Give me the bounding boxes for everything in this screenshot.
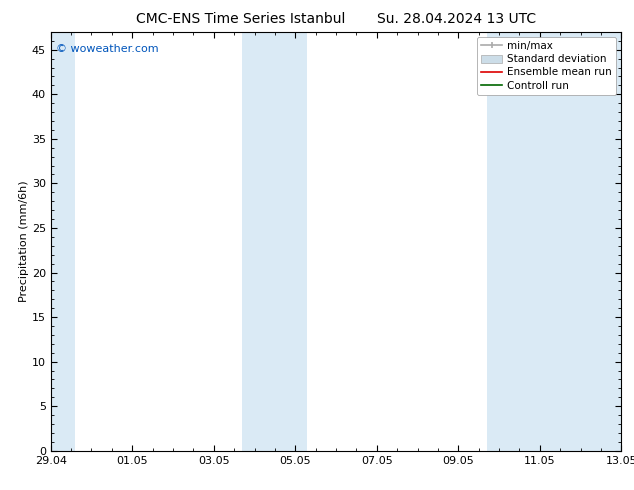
Bar xyxy=(487,32,519,451)
Bar xyxy=(47,32,75,451)
Text: © woweather.com: © woweather.com xyxy=(56,45,159,54)
Text: CMC-ENS Time Series Istanbul: CMC-ENS Time Series Istanbul xyxy=(136,12,346,26)
Y-axis label: Precipitation (mm/6h): Precipitation (mm/6h) xyxy=(19,180,29,302)
Bar xyxy=(519,32,625,451)
Legend: min/max, Standard deviation, Ensemble mean run, Controll run: min/max, Standard deviation, Ensemble me… xyxy=(477,37,616,95)
Bar xyxy=(242,32,275,451)
Text: Su. 28.04.2024 13 UTC: Su. 28.04.2024 13 UTC xyxy=(377,12,536,26)
Bar xyxy=(275,32,307,451)
